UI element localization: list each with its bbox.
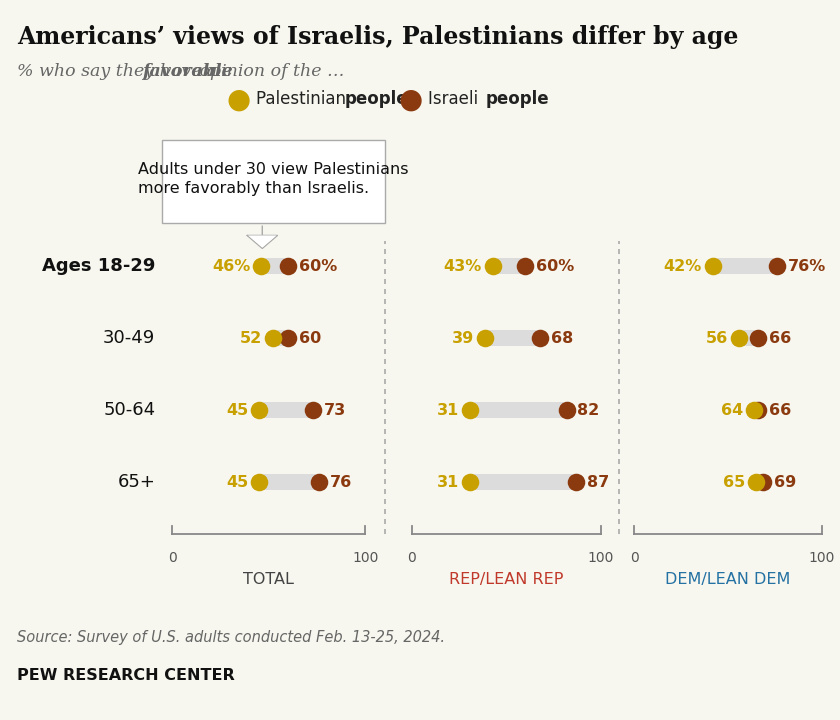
Text: 65+: 65+ xyxy=(118,474,155,491)
Bar xyxy=(486,330,540,346)
Text: 0: 0 xyxy=(168,551,176,564)
Point xyxy=(252,477,265,488)
Text: 50-64: 50-64 xyxy=(103,401,155,419)
Point xyxy=(464,405,477,416)
Point xyxy=(560,405,574,416)
Text: Source: Survey of U.S. adults conducted Feb. 13-25, 2024.: Source: Survey of U.S. adults conducted … xyxy=(17,630,445,645)
Point xyxy=(252,405,265,416)
Point xyxy=(266,333,280,344)
Point xyxy=(518,261,532,272)
Point xyxy=(706,261,720,272)
Point xyxy=(751,405,764,416)
Point xyxy=(464,477,477,488)
Text: 60: 60 xyxy=(299,331,321,346)
Text: 64: 64 xyxy=(721,403,743,418)
Text: Ages 18-29: Ages 18-29 xyxy=(42,257,155,275)
Text: 100: 100 xyxy=(808,551,835,564)
Bar xyxy=(754,402,758,418)
Text: 42%: 42% xyxy=(664,259,702,274)
Text: 73: 73 xyxy=(324,403,346,418)
Text: people: people xyxy=(486,90,549,108)
Text: Israeli: Israeli xyxy=(428,90,484,108)
Bar xyxy=(261,258,288,274)
Bar xyxy=(273,330,288,346)
Text: 66: 66 xyxy=(769,403,791,418)
Text: people: people xyxy=(344,90,408,108)
Text: 45: 45 xyxy=(226,475,249,490)
Text: 76%: 76% xyxy=(787,259,826,274)
Text: 43%: 43% xyxy=(444,259,482,274)
Text: 60%: 60% xyxy=(299,259,338,274)
Bar xyxy=(739,330,758,346)
Text: 100: 100 xyxy=(587,551,614,564)
Text: 60%: 60% xyxy=(536,259,575,274)
Text: 39: 39 xyxy=(452,331,475,346)
Point xyxy=(281,333,295,344)
Bar xyxy=(470,474,576,490)
Point xyxy=(748,405,761,416)
Point xyxy=(312,477,326,488)
Bar xyxy=(259,402,313,418)
Point xyxy=(255,261,268,272)
Text: 66: 66 xyxy=(769,331,791,346)
Text: 0: 0 xyxy=(630,551,638,564)
Text: 52: 52 xyxy=(239,331,262,346)
Point xyxy=(732,333,746,344)
Text: Americans’ views of Israelis, Palestinians differ by age: Americans’ views of Israelis, Palestinia… xyxy=(17,25,738,49)
Point xyxy=(769,261,783,272)
Text: % who say they have a: % who say they have a xyxy=(17,63,223,81)
Text: 46%: 46% xyxy=(212,259,250,274)
Point xyxy=(307,405,320,416)
Text: TOTAL: TOTAL xyxy=(244,572,294,588)
Text: 68: 68 xyxy=(551,331,573,346)
Text: PEW RESEARCH CENTER: PEW RESEARCH CENTER xyxy=(17,668,234,683)
Bar xyxy=(493,258,525,274)
Point xyxy=(751,333,764,344)
Text: Adults under 30 view Palestinians
more favorably than Israelis.: Adults under 30 view Palestinians more f… xyxy=(138,161,409,197)
Text: 30-49: 30-49 xyxy=(103,329,155,347)
Bar xyxy=(756,474,764,490)
Polygon shape xyxy=(248,235,276,248)
Text: opinion of the …: opinion of the … xyxy=(194,63,344,81)
Text: REP/LEAN REP: REP/LEAN REP xyxy=(449,572,564,588)
Bar xyxy=(470,402,567,418)
Text: ●: ● xyxy=(227,86,251,113)
Point xyxy=(533,333,547,344)
Text: 31: 31 xyxy=(437,475,459,490)
Point xyxy=(281,261,295,272)
Text: 0: 0 xyxy=(407,551,416,564)
Text: Palestinian: Palestinian xyxy=(256,90,351,108)
Bar xyxy=(713,258,776,274)
Point xyxy=(757,477,770,488)
Text: 87: 87 xyxy=(587,475,609,490)
Text: favorable: favorable xyxy=(143,63,233,81)
Point xyxy=(570,477,583,488)
Text: 56: 56 xyxy=(706,331,728,346)
Text: 76: 76 xyxy=(330,475,352,490)
FancyBboxPatch shape xyxy=(162,140,385,223)
Bar xyxy=(259,474,319,490)
Text: 45: 45 xyxy=(226,403,249,418)
Point xyxy=(749,477,763,488)
Text: 69: 69 xyxy=(774,475,796,490)
Point xyxy=(486,261,500,272)
Text: 100: 100 xyxy=(352,551,379,564)
Text: ●: ● xyxy=(399,86,423,113)
Text: DEM/LEAN DEM: DEM/LEAN DEM xyxy=(665,572,790,588)
Point xyxy=(479,333,492,344)
Text: 31: 31 xyxy=(437,403,459,418)
Text: 65: 65 xyxy=(722,475,745,490)
Text: 82: 82 xyxy=(578,403,600,418)
